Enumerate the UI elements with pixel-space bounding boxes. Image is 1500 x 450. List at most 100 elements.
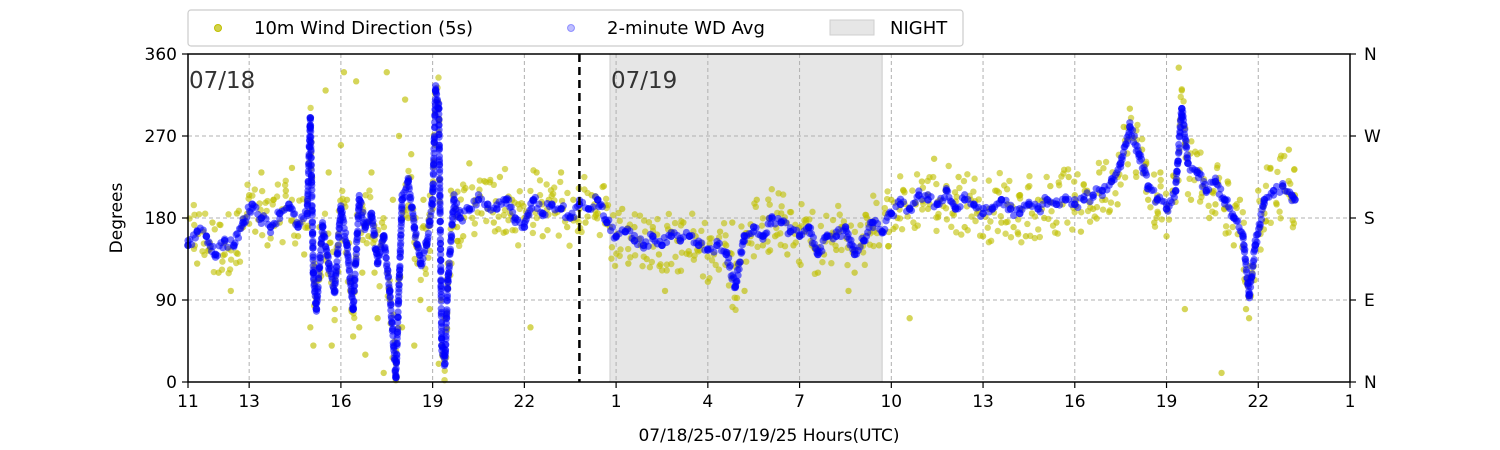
raw-point [943, 216, 951, 223]
raw-point [759, 242, 767, 249]
raw-point [1026, 182, 1033, 190]
raw-point [834, 202, 842, 210]
avg-point [850, 250, 859, 259]
raw-point [301, 251, 308, 258]
legend-label-raw: 10m Wind Direction (5s) [254, 18, 473, 39]
raw-point [282, 177, 289, 184]
avg-point [398, 195, 406, 204]
raw-point [337, 141, 345, 149]
avg-point [1124, 136, 1132, 145]
raw-point [251, 186, 259, 193]
raw-point [219, 258, 226, 265]
avg-point [731, 282, 740, 291]
avg-point [334, 241, 342, 249]
avg-point [436, 209, 444, 218]
raw-point [661, 287, 669, 295]
raw-point [264, 242, 271, 249]
avg-point [1257, 215, 1266, 224]
avg-point [392, 364, 400, 373]
raw-point [249, 192, 256, 199]
raw-point [426, 247, 433, 255]
raw-point [1058, 173, 1065, 180]
raw-point [435, 74, 442, 81]
avg-point [436, 174, 444, 183]
raw-point [823, 212, 830, 219]
avg-point [335, 234, 343, 242]
avg-point [1251, 241, 1260, 250]
raw-point [997, 213, 1004, 220]
y-tick-label: 90 [155, 291, 177, 311]
raw-point [930, 155, 938, 162]
avg-point [429, 180, 437, 188]
raw-point [367, 193, 374, 201]
raw-point [748, 240, 755, 247]
raw-point [549, 190, 557, 198]
avg-point [387, 300, 395, 309]
avg-point [306, 113, 315, 122]
raw-point [1074, 171, 1081, 178]
avg-point [869, 218, 877, 227]
avg-point [658, 241, 666, 250]
avg-point [1202, 186, 1211, 195]
raw-point [1184, 190, 1192, 198]
raw-point [715, 266, 723, 273]
avg-point [435, 130, 443, 138]
avg-point [394, 313, 402, 322]
avg-point [450, 195, 458, 204]
raw-point [1015, 216, 1022, 223]
raw-point [648, 258, 656, 266]
avg-point [1010, 211, 1018, 220]
raw-point [380, 223, 388, 231]
avg-point [437, 250, 445, 259]
raw-point [290, 232, 298, 239]
raw-point [487, 176, 494, 184]
raw-point [349, 333, 357, 340]
series-2min-avg [184, 82, 1299, 382]
avg-point [443, 291, 451, 299]
avg-point [979, 209, 987, 218]
raw-point [307, 104, 314, 112]
avg-point [308, 218, 316, 226]
raw-point [732, 306, 739, 314]
avg-point [445, 262, 454, 270]
avg-point [1193, 168, 1201, 177]
avg-point [667, 232, 675, 241]
raw-point [765, 196, 772, 203]
raw-point [993, 187, 1001, 194]
raw-point [474, 209, 481, 216]
avg-point [511, 214, 519, 222]
raw-point [1285, 146, 1293, 153]
avg-point [354, 227, 362, 235]
raw-point [279, 238, 286, 246]
raw-point [721, 240, 728, 247]
raw-point [844, 261, 851, 269]
avg-point [395, 281, 403, 289]
raw-point [1099, 206, 1107, 213]
raw-point [708, 257, 716, 264]
raw-point [1107, 199, 1115, 206]
avg-point [1269, 186, 1278, 195]
x-tick-label: 16 [330, 392, 352, 412]
raw-point [217, 221, 224, 229]
avg-point [887, 209, 896, 218]
raw-point [1157, 183, 1164, 190]
avg-point [722, 250, 730, 259]
raw-point [1285, 177, 1292, 185]
y-tick-label: 270 [145, 127, 177, 147]
avg-point [382, 254, 390, 262]
right-tick-label: N [1364, 45, 1377, 65]
raw-point [1230, 242, 1238, 249]
right-tick-label: N [1364, 373, 1377, 393]
avg-point [386, 292, 394, 301]
avg-point [1178, 104, 1186, 113]
raw-point [838, 246, 845, 254]
avg-point [373, 259, 382, 268]
avg-point [350, 287, 358, 295]
raw-point [896, 215, 904, 222]
avg-point [199, 226, 207, 234]
avg-point [465, 205, 474, 213]
avg-point [386, 287, 394, 295]
avg-point [239, 218, 247, 227]
raw-point [968, 213, 975, 220]
raw-point [1147, 204, 1154, 211]
